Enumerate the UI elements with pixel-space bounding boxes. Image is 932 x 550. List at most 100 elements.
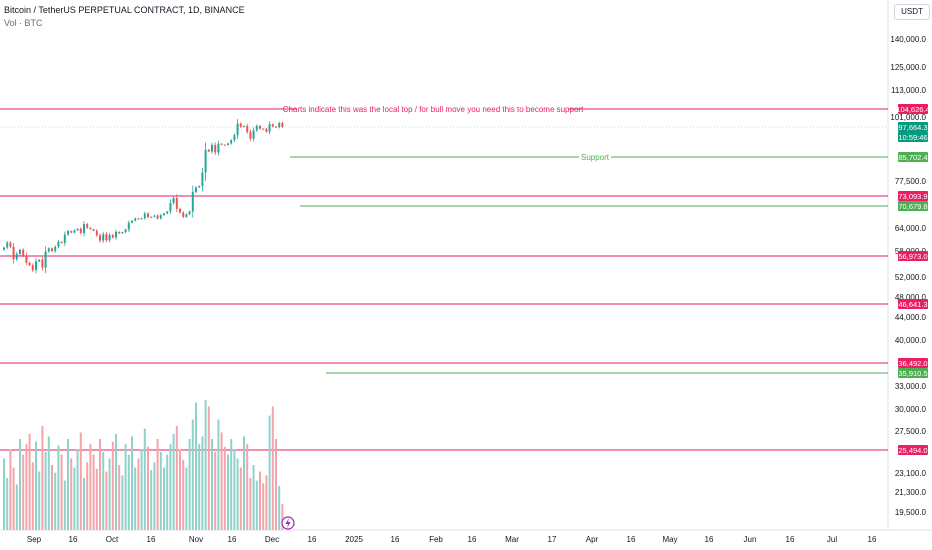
volume-bar: [89, 444, 92, 530]
candle-body: [38, 259, 41, 262]
candle-body: [172, 198, 175, 204]
candle-body: [153, 215, 156, 217]
candle-body: [211, 144, 213, 152]
volume-bar: [182, 459, 185, 530]
horizontal-lines: [0, 108, 888, 451]
time-axis-labels: Sep 16 Oct 16 Nov 16 Dec 16 2025 16 Feb 16 Mar 17 Apr 1…: [27, 535, 877, 544]
candle-body: [259, 125, 261, 129]
volume-bar: [188, 439, 191, 530]
price-axis-label: 19,500.0: [895, 508, 927, 517]
price-axis-label: 48,000.0: [895, 293, 927, 302]
currency-button[interactable]: USDT: [894, 4, 930, 20]
volume-bar: [150, 470, 153, 530]
volume-bar: [185, 467, 188, 530]
time-axis-label: 2025: [345, 535, 363, 544]
candle-body: [3, 247, 5, 250]
chart-title: Bitcoin / TetherUS PERPETUAL CONTRACT, 1…: [4, 5, 245, 15]
candle-body: [195, 187, 197, 192]
volume-bar: [214, 452, 217, 530]
candle-body: [108, 234, 111, 241]
volume-bar: [118, 465, 121, 530]
volume-bar: [268, 415, 271, 530]
price-axis-label: 140,000.0: [890, 35, 926, 44]
time-axis-label: 16: [391, 535, 400, 544]
volume-bar: [172, 433, 175, 530]
time-axis-label: 16: [308, 535, 317, 544]
volume-bar: [191, 419, 194, 530]
candle-body: [25, 255, 28, 263]
candle-body: [89, 227, 92, 230]
candle-body: [220, 143, 223, 145]
annotation-text: Charts indicate this was the local top /…: [283, 105, 584, 114]
lightning-icon[interactable]: [281, 516, 295, 530]
volume-bar: [76, 449, 79, 530]
candle-body: [60, 241, 63, 243]
candle-body: [246, 125, 249, 132]
volume-bar: [223, 446, 226, 530]
candle-body: [92, 229, 95, 231]
candle-body: [47, 248, 50, 252]
volume-bar: [230, 439, 233, 530]
time-axis-label: Jul: [827, 535, 837, 544]
volume-bar: [271, 406, 274, 530]
volume-bar: [92, 454, 95, 530]
volume-bar: [252, 465, 255, 530]
volume-bar: [54, 472, 57, 530]
price-tag-label: 104,626.4: [896, 105, 929, 114]
candle-body: [223, 144, 226, 146]
volume-bar: [111, 441, 114, 530]
volume-bar: [102, 452, 105, 530]
volume-bar: [6, 478, 9, 530]
price-axis-label: 40,000.0: [895, 336, 927, 345]
time-axis-label: 16: [627, 535, 636, 544]
time-axis-label: Dec: [265, 535, 279, 544]
candle-body: [233, 135, 236, 141]
volume-bar: [19, 439, 21, 530]
volume-bar: [166, 454, 169, 530]
price-tag-label: 35,910.5: [898, 369, 927, 378]
volume-bar: [153, 462, 156, 530]
candle-body: [185, 214, 188, 217]
volume-bar: [175, 426, 178, 530]
price-tag-label: 56,973.0: [898, 252, 927, 261]
volume-bar: [220, 432, 223, 530]
volume-bar: [278, 485, 281, 530]
volume-bar: [169, 444, 172, 530]
volume-bar: [275, 439, 277, 530]
candle-body: [227, 143, 229, 145]
volume-bar: [198, 444, 201, 530]
volume-bar: [115, 433, 117, 530]
price-tag-label: 36,492.0: [898, 359, 927, 368]
time-axis-label: Nov: [189, 535, 203, 544]
time-axis-label: Jun: [744, 535, 757, 544]
volume-bar: [67, 439, 69, 530]
candle-body: [236, 123, 239, 136]
volume-bar: [217, 419, 220, 530]
candle-body: [111, 234, 114, 238]
candle-body: [137, 218, 140, 220]
time-axis-label: 16: [69, 535, 78, 544]
time-axis-label: Feb: [429, 535, 443, 544]
candle-body: [143, 213, 146, 219]
candle-body: [127, 222, 130, 230]
price-axis-label: 23,100.0: [895, 469, 927, 478]
candle-body: [159, 215, 162, 219]
candle-body: [163, 213, 165, 216]
time-axis-label: 16: [705, 535, 714, 544]
price-tag-box: [898, 358, 928, 368]
volume-bar: [12, 467, 15, 530]
volume-bar: [83, 478, 85, 530]
price-tag-label: 85,702.4: [898, 153, 927, 162]
candle-body: [265, 128, 268, 132]
price-axis-label: 113,000.0: [891, 86, 927, 95]
volume-bar: [9, 449, 12, 530]
time-axis-label: 16: [468, 535, 477, 544]
annotation-text: Support: [581, 153, 610, 162]
candle-body: [230, 140, 233, 144]
volume-bar: [255, 480, 258, 530]
candle-body: [79, 228, 82, 233]
candle-body: [271, 124, 274, 127]
candle-body: [131, 220, 133, 223]
candle-body: [207, 149, 210, 152]
